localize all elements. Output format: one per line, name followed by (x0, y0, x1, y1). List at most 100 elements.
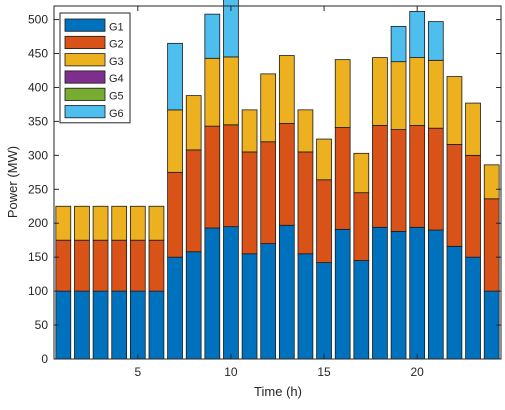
y-tick-label: 200 (28, 216, 48, 230)
bar-g1-h16 (334, 228, 351, 360)
legend-label-g5: G5 (109, 91, 124, 103)
bar-g3-h7 (167, 109, 183, 173)
bar-g1-h5 (129, 290, 146, 360)
bar-g3-h10 (223, 56, 239, 126)
bar-g1-h14 (297, 253, 314, 360)
y-tick-label: 450 (28, 47, 48, 61)
bar-g3-h20 (409, 57, 426, 126)
bar-g2-h19 (390, 129, 407, 232)
y-axis-label: Power (MW) (5, 146, 20, 218)
bar-g1-h8 (185, 251, 202, 360)
bar-g3-h19 (390, 61, 407, 130)
bar-g1-h10 (223, 226, 239, 360)
bar-g3-h2 (74, 205, 90, 241)
legend-swatch-g5 (64, 87, 106, 101)
bar-g2-h18 (372, 125, 388, 228)
legend-swatch-g4 (64, 70, 106, 84)
bar-g2-h22 (446, 144, 463, 247)
y-tick-label: 300 (28, 148, 48, 162)
bar-g1-h9 (204, 227, 221, 360)
plot-frame (53, 5, 502, 360)
bar-g2-h2 (74, 239, 90, 292)
bar-g6-h19 (390, 25, 407, 63)
bar-g1-h18 (372, 226, 388, 360)
legend-swatch-g3 (64, 53, 106, 67)
bar-g2-h17 (353, 192, 370, 261)
bar-g1-h21 (427, 229, 444, 360)
bar-g6-h10 (223, 0, 239, 58)
bar-g2-h13 (278, 123, 295, 226)
bar-g1-h3 (92, 290, 109, 360)
bar-g2-h16 (334, 127, 351, 230)
bar-g3-h24 (483, 164, 500, 200)
bar-g3-h13 (278, 55, 295, 124)
legend-label-g2: G2 (109, 39, 124, 51)
bar-g2-h5 (129, 239, 146, 292)
y-tick-label: 0 (41, 352, 48, 366)
bar-g2-h1 (55, 239, 72, 292)
y-tick-label: 350 (28, 114, 48, 128)
bar-g3-h8 (185, 95, 202, 151)
y-tick-label: 500 (28, 13, 48, 27)
bar-g1-h2 (74, 290, 90, 360)
bar-g1-h4 (111, 290, 128, 360)
bar-g1-h23 (465, 256, 481, 360)
legend-label-g4: G4 (109, 73, 124, 85)
bar-g2-h15 (316, 179, 332, 263)
legend-label-g6: G6 (109, 108, 124, 120)
bar-g1-h7 (167, 256, 183, 360)
bar-g2-h3 (92, 239, 109, 292)
bar-g3-h4 (111, 205, 128, 241)
y-tick-label: 100 (28, 284, 48, 298)
bar-g3-h3 (92, 205, 109, 241)
x-tick-label: 5 (134, 365, 141, 379)
bar-g2-h14 (297, 151, 314, 255)
bar-g2-h9 (204, 125, 221, 229)
bars-layer (55, 0, 500, 360)
bar-g3-h5 (129, 205, 146, 241)
bar-g3-h23 (465, 102, 481, 156)
bar-g3-h9 (204, 57, 221, 127)
bar-g3-h15 (316, 138, 332, 181)
bar-g3-h16 (334, 59, 351, 128)
bar-g2-h21 (427, 127, 444, 231)
y-tick-label: 250 (28, 182, 48, 196)
bar-g3-h11 (241, 109, 258, 153)
bar-g2-h23 (465, 154, 481, 258)
bar-g1-h6 (148, 290, 165, 360)
bar-g3-h18 (372, 57, 388, 126)
bar-g6-h20 (409, 11, 426, 58)
legend: G1 G2 G3 G4 G5 G6 (59, 12, 131, 124)
legend-label-g1: G1 (109, 21, 124, 33)
bar-g1-h20 (409, 226, 426, 360)
legend-swatch-g2 (64, 35, 106, 49)
bar-g3-h21 (427, 59, 444, 129)
bar-g1-h17 (353, 260, 370, 360)
x-tick-label: 15 (317, 365, 331, 379)
bar-g2-h20 (409, 125, 426, 228)
x-axis-label: Time (h) (254, 384, 302, 399)
bar-g2-h6 (148, 239, 165, 292)
bar-g6-h7 (167, 42, 183, 111)
bar-g2-h11 (241, 151, 258, 255)
bar-g1-h11 (241, 253, 258, 360)
bar-g2-h12 (260, 141, 277, 245)
bar-g3-h22 (446, 76, 463, 145)
legend-label-g3: G3 (109, 56, 124, 68)
y-tick-label: 400 (28, 80, 48, 94)
legend-swatch-g1 (64, 18, 106, 32)
bar-g3-h12 (260, 73, 277, 143)
bar-g1-h22 (446, 245, 463, 360)
bar-g3-h6 (148, 205, 165, 241)
bar-g1-h13 (278, 224, 295, 360)
bar-g2-h7 (167, 171, 183, 258)
x-tick-label: 10 (224, 365, 238, 379)
x-tick-label: 20 (411, 365, 425, 379)
bar-g2-h8 (185, 149, 202, 253)
bar-g1-h19 (390, 230, 407, 360)
bar-g3-h17 (353, 152, 370, 194)
y-tick-label: 50 (35, 318, 49, 332)
bar-g2-h24 (483, 198, 500, 292)
